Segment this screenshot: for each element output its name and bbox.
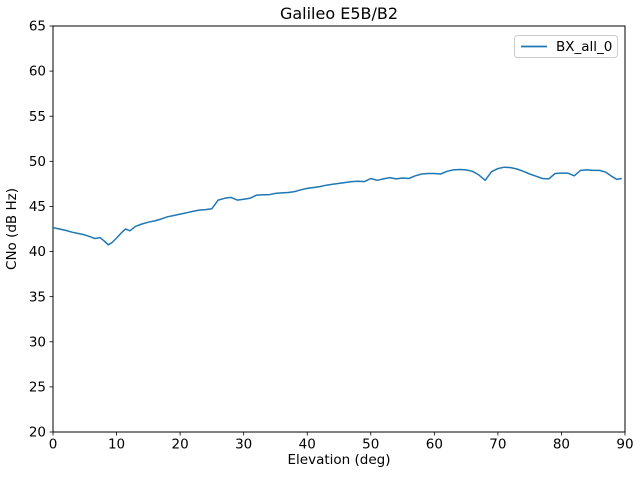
x-tick-label: 90 (616, 437, 633, 453)
y-tick-label: 55 (29, 109, 46, 125)
y-tick-label: 40 (29, 244, 46, 260)
x-tick-label: 40 (299, 437, 316, 453)
y-tick-label: 60 (29, 64, 46, 80)
legend-label: BX_all_0 (556, 39, 612, 55)
x-tick-label: 50 (362, 437, 379, 453)
x-tick-label: 10 (108, 437, 125, 453)
chart-title: Galileo E5B/B2 (280, 4, 398, 23)
series-line-BX_all_0 (52, 166, 622, 246)
legend-box (514, 35, 618, 58)
y-tick-label: 50 (29, 154, 46, 170)
x-tick-label: 80 (553, 437, 570, 453)
y-tick-label: 45 (29, 199, 46, 215)
x-tick-label: 70 (489, 437, 506, 453)
legend: BX_all_0 (514, 35, 618, 58)
y-tick-label: 25 (29, 379, 46, 395)
x-tick-label: 30 (235, 437, 252, 453)
y-axis-label: CNo (dB Hz) (4, 188, 20, 270)
x-tick-label: 0 (49, 437, 58, 453)
y-tick-label: 20 (29, 425, 46, 441)
x-tick-label: 60 (426, 437, 443, 453)
plot-area: 0 10 20 30 40 50 60 70 80 90 20 25 30 35 40 45 50 55 60 65 (29, 19, 634, 453)
axes-spines (52, 25, 626, 433)
y-tick-label: 35 (29, 289, 46, 305)
x-tick-label: 20 (172, 437, 189, 453)
x-axis-label: Elevation (deg) (288, 452, 391, 468)
y-tick-label: 30 (29, 334, 46, 350)
y-tick-label: 65 (29, 19, 46, 35)
